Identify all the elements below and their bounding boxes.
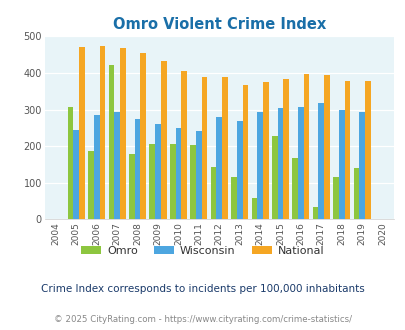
Bar (94, 115, 99, 219)
Bar (230, 177, 236, 219)
Bar (303, 74, 309, 219)
Bar (88, 151, 94, 219)
Bar (312, 207, 318, 219)
Bar (120, 49, 126, 219)
Bar (160, 61, 166, 219)
Bar (175, 128, 181, 219)
Bar (169, 144, 175, 219)
Bar (68, 107, 73, 219)
Bar (201, 77, 207, 219)
Bar (140, 53, 146, 219)
Text: © 2025 CityRating.com - https://www.cityrating.com/crime-statistics/: © 2025 CityRating.com - https://www.city… (54, 315, 351, 324)
Bar (257, 113, 262, 219)
Bar (353, 168, 358, 219)
Bar (318, 103, 324, 219)
Bar (324, 75, 329, 219)
Bar (210, 167, 216, 219)
Bar (181, 71, 187, 219)
Bar (99, 46, 105, 219)
Bar (114, 113, 120, 219)
Legend: Omro, Wisconsin, National: Omro, Wisconsin, National (77, 241, 328, 260)
Bar (129, 154, 134, 219)
Bar (251, 198, 257, 219)
Bar (196, 131, 201, 219)
Bar (333, 177, 338, 219)
Bar (79, 47, 85, 219)
Bar (364, 81, 370, 219)
Bar (283, 79, 288, 219)
Bar (292, 158, 297, 219)
Bar (155, 124, 160, 219)
Text: Crime Index corresponds to incidents per 100,000 inhabitants: Crime Index corresponds to incidents per… (41, 284, 364, 294)
Bar (277, 108, 283, 219)
Bar (190, 146, 196, 219)
Bar (344, 81, 350, 219)
Bar (271, 136, 277, 219)
Bar (338, 110, 344, 219)
Bar (73, 130, 79, 219)
Bar (297, 107, 303, 219)
Bar (216, 117, 222, 219)
Bar (222, 77, 227, 219)
Bar (262, 82, 268, 219)
Bar (108, 65, 114, 219)
Bar (149, 144, 155, 219)
Bar (236, 120, 242, 219)
Bar (134, 119, 140, 219)
Bar (358, 112, 364, 219)
Title: Omro Violent Crime Index: Omro Violent Crime Index (112, 17, 325, 32)
Bar (242, 85, 247, 219)
